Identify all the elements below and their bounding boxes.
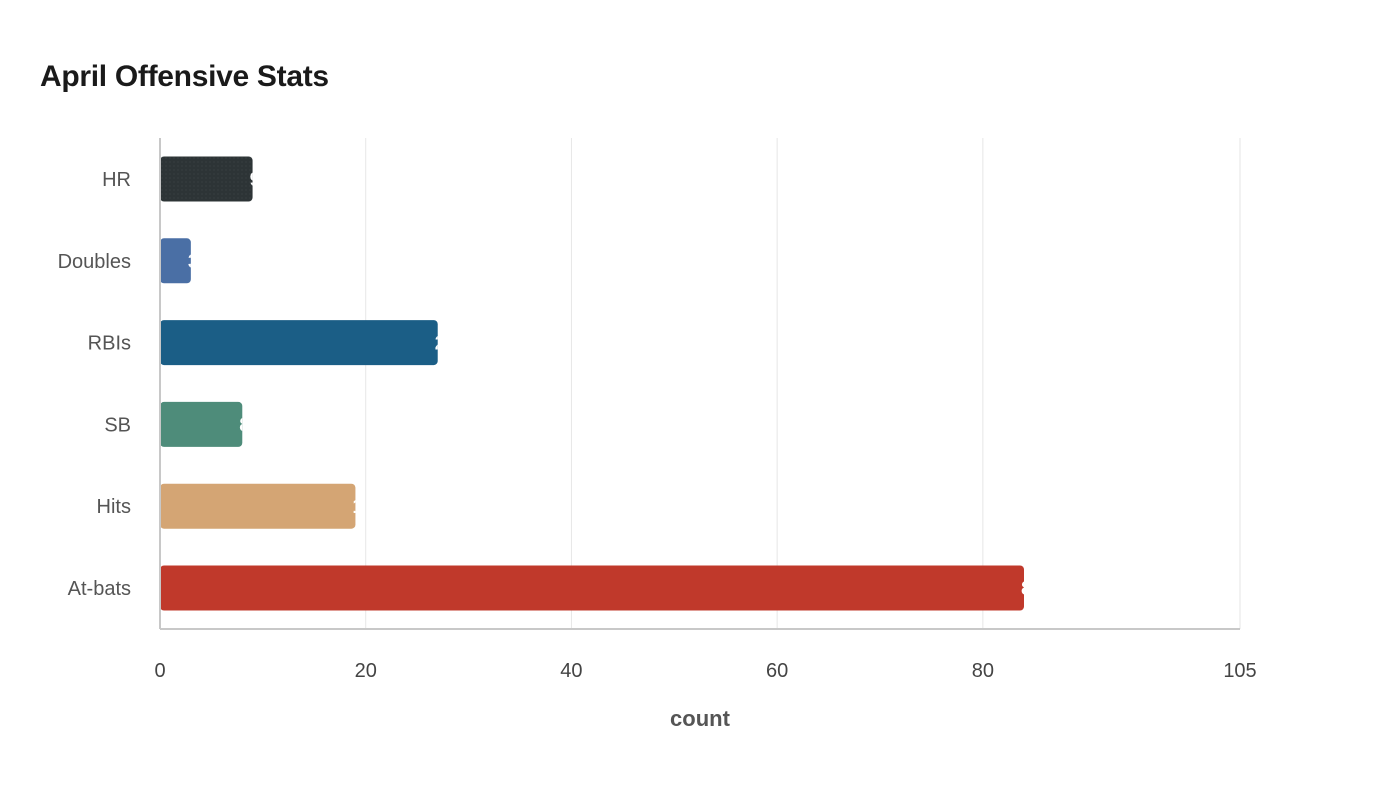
bar-value-label: 27 [435,333,457,355]
axes [159,138,1240,630]
bar-doubles [160,238,191,284]
bar-rbis [160,320,438,366]
bar-value-label: 9 [250,169,261,191]
x-tick-label: 0 [154,660,165,682]
y-category-label: SB [104,414,131,436]
bar-at-bats [160,565,1024,611]
chart-title: April Offensive Stats [40,60,329,93]
x-tick-label: 40 [560,660,582,682]
bar-value-label: 8 [239,414,250,436]
x-tick-label: 20 [355,660,377,682]
labels: 0 20 40 60 80 105 9 HR 3 Doubles 27 RBIs 8 SB 19 Hits 84… [58,169,1257,682]
bar-value-label: 19 [352,496,374,518]
x-tick-label: 80 [972,660,994,682]
bar-sb [160,401,243,447]
bar-hits [160,483,356,529]
y-category-label: HR [102,169,131,191]
x-axis-title: count [670,706,731,731]
y-category-label: RBIs [88,333,131,355]
y-category-label: Doubles [58,251,131,273]
x-tick-label: 60 [766,660,788,682]
y-category-label: Hits [97,496,131,518]
x-tick-label: 105 [1223,660,1256,682]
y-category-label: At-bats [68,578,131,600]
gridlines [365,138,1241,629]
bar-hr [160,156,253,202]
bar-value-label: 84 [1021,578,1044,600]
bars [160,156,1024,611]
bar-value-label: 3 [188,251,199,273]
